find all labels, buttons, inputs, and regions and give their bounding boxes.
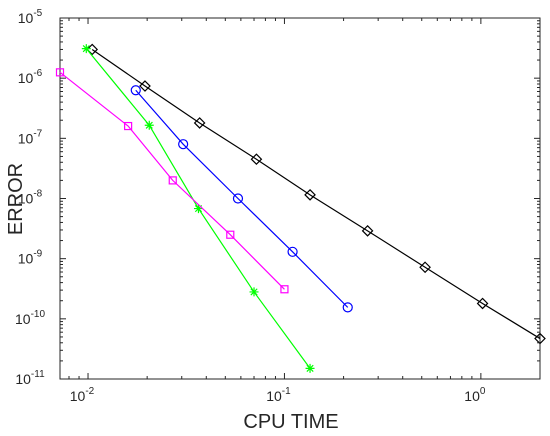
x-tick-exponent: -1 <box>282 386 291 397</box>
y-tick-label: 10-5 <box>18 8 43 26</box>
x-axis-label: CPU TIME <box>243 411 338 433</box>
plot-frame <box>59 17 541 380</box>
x-tick-exponent: -2 <box>85 386 94 397</box>
series-diamond <box>86 43 546 345</box>
square-marker <box>124 121 133 131</box>
x-tick-base: 10 <box>70 388 86 404</box>
asterisk-marker <box>305 363 315 373</box>
y-tick-base: 10 <box>18 130 34 146</box>
y-tick-exponent: -11 <box>31 369 45 380</box>
series-line <box>91 48 541 340</box>
y-tick-exponent: -5 <box>33 8 42 19</box>
diamond-marker <box>361 224 374 237</box>
y-tick-exponent: -10 <box>31 309 46 320</box>
y-tick-base: 10 <box>18 10 34 26</box>
series-line <box>59 71 285 290</box>
x-tick-label: 100 <box>464 386 486 404</box>
y-tick-base: 10 <box>15 311 31 327</box>
tick-layer: 10-2 10-1 10010-1110-1010-910-810-710-610-… <box>15 8 541 404</box>
square-marker <box>226 230 235 239</box>
asterisk-marker <box>144 120 154 130</box>
x-tick-label: 10-1 <box>266 386 291 404</box>
circle-marker <box>287 246 298 257</box>
y-tick-base: 10 <box>15 371 31 387</box>
diamond-marker <box>419 261 431 274</box>
square-marker <box>168 176 177 185</box>
y-tick-label: 10-7 <box>18 128 43 146</box>
square-marker <box>280 285 289 294</box>
diamond-marker <box>476 297 489 310</box>
y-tick-label: 10-8 <box>18 189 43 207</box>
y-tick-exponent: -9 <box>33 249 42 260</box>
square-marker <box>55 68 65 77</box>
diamond-marker <box>534 332 546 345</box>
series-line <box>135 89 349 308</box>
y-tick-label: 10-11 <box>15 369 45 387</box>
y-tick-label: 10-10 <box>15 309 45 327</box>
y-tick-label: 10-6 <box>18 68 43 86</box>
x-tick-exponent: 0 <box>480 386 486 397</box>
asterisk-marker <box>249 287 259 297</box>
circle-marker <box>342 302 353 313</box>
x-tick-base: 10 <box>464 388 480 404</box>
diamond-marker <box>86 43 99 56</box>
diamond-marker <box>304 188 316 201</box>
series-square <box>55 68 289 294</box>
asterisk-marker <box>193 204 203 214</box>
plot-area <box>59 17 541 380</box>
y-tick-label: 10-9 <box>18 249 43 267</box>
y-axis-label: ERROR <box>5 163 27 235</box>
diamond-marker <box>250 153 263 166</box>
y-tick-exponent: -7 <box>33 128 42 139</box>
series-layer <box>55 43 546 373</box>
series-asterisk <box>81 44 315 373</box>
circle-marker <box>232 193 244 204</box>
y-tick-base: 10 <box>18 191 34 207</box>
x-tick-base: 10 <box>266 388 282 404</box>
y-tick-exponent: -6 <box>33 68 42 79</box>
series-circle <box>130 85 353 313</box>
circle-marker <box>178 139 189 150</box>
diamond-marker <box>193 117 206 129</box>
y-tick-base: 10 <box>18 251 34 267</box>
y-tick-exponent: -8 <box>33 189 42 200</box>
y-tick-base: 10 <box>18 70 34 86</box>
asterisk-marker <box>81 44 91 54</box>
x-tick-label: 10-2 <box>70 386 95 404</box>
diamond-marker <box>139 80 151 92</box>
circle-marker <box>130 85 141 96</box>
